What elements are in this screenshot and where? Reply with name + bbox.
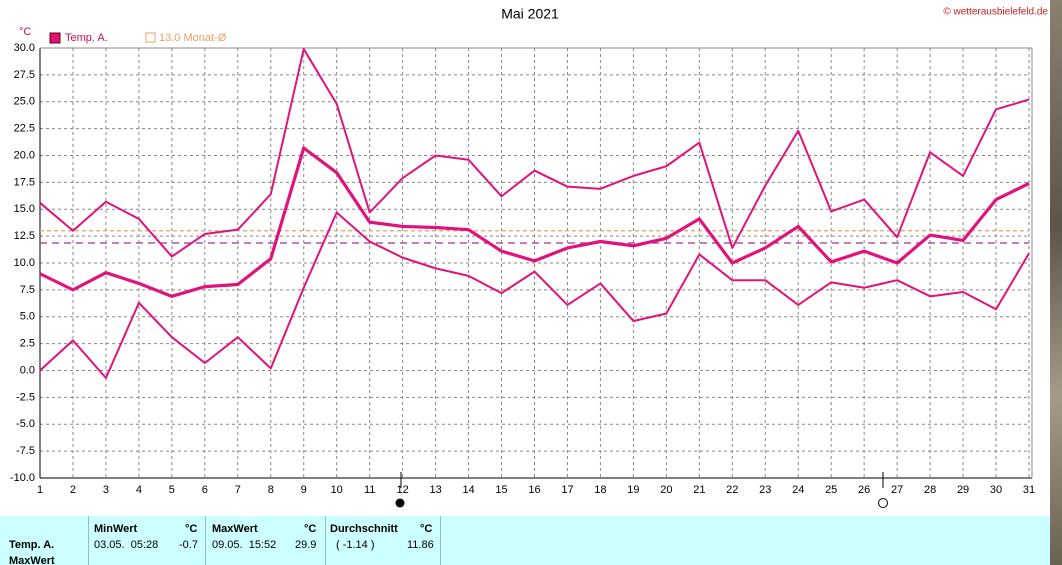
y-unit: °C — [19, 26, 31, 38]
y-tick-label: 10.0 — [14, 257, 35, 269]
x-tick-label: 12 — [397, 484, 409, 496]
x-tick-label: 11 — [364, 484, 375, 496]
header: Durchschnitt — [330, 523, 398, 535]
legend-swatch — [49, 32, 61, 44]
x-tick-label: 19 — [627, 484, 639, 496]
x-tick-label: 15 — [495, 484, 507, 496]
credit: © wetterausbielefeld.de — [943, 7, 1048, 18]
y-tick-label: 2.5 — [20, 338, 35, 350]
header: °C — [420, 523, 433, 535]
series-line — [39, 146, 1030, 298]
x-tick-label: 20 — [660, 484, 672, 496]
y-tick-label: 22.5 — [14, 123, 35, 135]
x-tick-label: 18 — [594, 484, 606, 496]
x-tick-label: 4 — [136, 484, 142, 496]
header: °C — [304, 523, 317, 535]
series-line — [39, 48, 1030, 258]
x-tick-label: 29 — [957, 484, 969, 496]
x-tick-label: 22 — [726, 484, 738, 496]
y-tick-label: 0.0 — [20, 364, 35, 376]
x-tick-label: 16 — [528, 484, 540, 496]
separator — [325, 516, 326, 565]
y-tick-label: 30.0 — [14, 42, 35, 54]
x-tick-label: 26 — [858, 484, 870, 496]
x-tick-label: 21 — [693, 484, 705, 496]
y-tick-label: -2.5 — [16, 391, 35, 403]
x-tick-label: 13 — [429, 484, 441, 496]
series-line — [39, 211, 1030, 380]
x-tick-label: 2 — [70, 484, 76, 496]
x-tick-label: 14 — [462, 484, 474, 496]
chart: Mai 2021 © wetterausbielefeld.de °C -10.… — [10, 6, 1048, 508]
x-tick-label: 6 — [202, 484, 208, 496]
x-tick-label: 10 — [331, 484, 343, 496]
header: MaxWert — [212, 523, 258, 535]
x-tick-label: 5 — [169, 484, 175, 496]
x-tick-label: 27 — [891, 484, 903, 496]
y-tick-label: -5.0 — [16, 418, 35, 430]
x-tick-label: 30 — [990, 484, 1002, 496]
chart-title: Mai 2021 — [501, 6, 559, 22]
x-tick-label: 1 — [37, 484, 43, 496]
x-tick-label: 7 — [235, 484, 241, 496]
y-tick-label: -7.5 — [16, 445, 35, 457]
row-label: Temp. A. — [9, 539, 55, 551]
y-tick-label: -10.0 — [10, 472, 35, 484]
cell: ( -1.14 ) — [336, 539, 375, 551]
legend-swatch — [145, 32, 156, 43]
moon-full — [878, 498, 888, 508]
separator — [205, 516, 206, 565]
cell: 03.05. 05:28 — [94, 539, 159, 551]
header: MinWert — [94, 523, 138, 535]
x-tick-label: 24 — [792, 484, 804, 496]
header: °C — [185, 523, 198, 535]
separator — [88, 516, 89, 565]
y-tick-label: 17.5 — [14, 176, 35, 188]
row-label: MaxWert — [9, 555, 55, 565]
y-tick-label: 20.0 — [14, 149, 35, 161]
y-tick-label: 12.5 — [14, 230, 35, 242]
moon-new — [395, 498, 405, 508]
x-tick-label: 28 — [924, 484, 936, 496]
x-tick-label: 3 — [103, 484, 109, 496]
cell: 29.9 — [295, 539, 317, 551]
x-tick-label: 9 — [301, 484, 307, 496]
x-tick-label: 8 — [268, 484, 274, 496]
x-tick-label: 25 — [825, 484, 837, 496]
y-tick-label: 5.0 — [20, 311, 35, 323]
legend-label: 13.0 Monat-Ø — [159, 32, 227, 44]
cell: 11.86 — [407, 539, 434, 551]
y-tick-label: 25.0 — [14, 96, 35, 108]
y-tick-label: 27.5 — [14, 69, 35, 81]
x-tick-label: 31 — [1023, 484, 1035, 496]
y-tick-label: 7.5 — [20, 284, 35, 296]
cell: 09.05. 15:52 — [212, 539, 277, 551]
separator — [440, 516, 441, 565]
legend-label: Temp. A. — [65, 32, 108, 44]
y-tick-label: 15.0 — [14, 203, 35, 215]
summary-table: MinWert °C MaxWert °C Durchschnitt °C Te… — [0, 516, 1050, 565]
cell: -0.7 — [179, 539, 198, 551]
x-tick-label: 23 — [759, 484, 771, 496]
background-photo — [1050, 0, 1062, 565]
x-tick-label: 17 — [561, 484, 573, 496]
